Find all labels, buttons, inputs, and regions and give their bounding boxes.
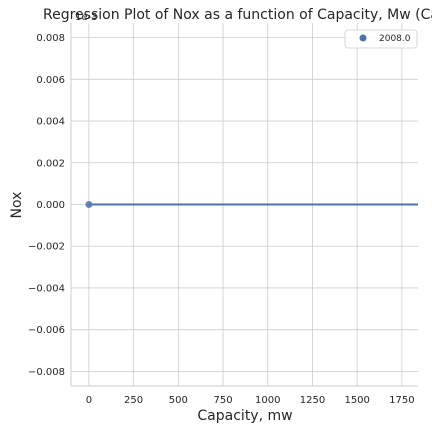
legend-label: 2008.0 (379, 34, 411, 44)
data-point (85, 201, 93, 208)
x-tick-label: 1500 (344, 395, 369, 406)
x-tick-label: 750 (213, 395, 232, 406)
x-tick-label: 1750 (389, 395, 414, 406)
x-tick-label: 250 (124, 395, 143, 406)
x-tick-label: 0 (86, 395, 92, 406)
legend: 2008.0 (344, 29, 418, 49)
overlap-label: 1e-3 (75, 12, 98, 23)
y-tick-labels: −0.008 −0.006 −0.004 −0.002 0.000 0.002 0.004 0… (28, 33, 65, 378)
axis-spines (70, 23, 418, 387)
y-tick-label: 0.006 (36, 75, 65, 86)
x-tick-label: 1000 (255, 395, 280, 406)
chart-title: Regression Plot of Nox as a function of … (43, 7, 432, 23)
series-layer (85, 201, 418, 208)
x-tick-labels: 0 250 500 750 1000 1250 1500 1750 (86, 395, 415, 406)
y-tick-label: 0.000 (36, 200, 65, 211)
x-tick-label: 500 (169, 395, 188, 406)
y-tick-label: 0.008 (36, 33, 65, 44)
legend-marker (359, 34, 367, 42)
y-tick-label: −0.006 (28, 325, 65, 336)
x-tick-label: 1250 (300, 395, 325, 406)
y-tick-label: 0.002 (36, 158, 65, 169)
y-tick-label: −0.002 (28, 242, 65, 253)
y-tick-label: 0.004 (36, 117, 65, 128)
y-axis-label: Nox (9, 192, 25, 219)
x-axis-label: Capacity, mw (197, 408, 292, 424)
y-tick-label: −0.004 (28, 283, 65, 294)
y-tick-label: −0.008 (28, 367, 65, 378)
